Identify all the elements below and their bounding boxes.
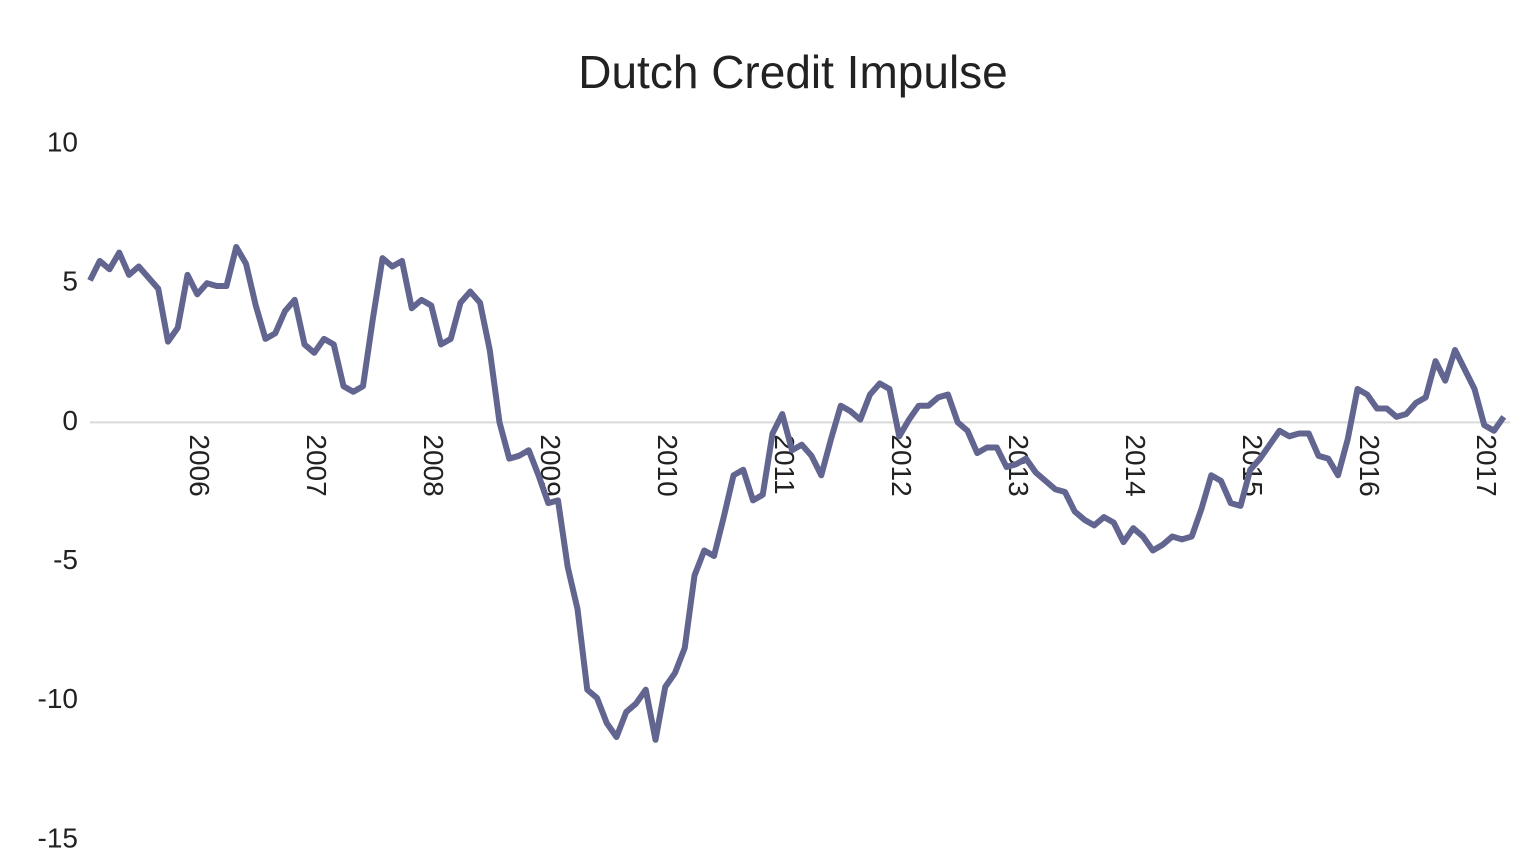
y-tick-label: 10 <box>47 126 78 157</box>
x-tick-label: 2016 <box>1354 434 1385 496</box>
x-tick-label: 2017 <box>1471 434 1502 496</box>
y-tick-label: -5 <box>53 544 78 575</box>
x-tick-label: 2007 <box>301 434 332 496</box>
x-tick-label: 2011 <box>769 434 800 494</box>
x-tick-label: 2010 <box>652 434 683 496</box>
data-line <box>87 244 1507 743</box>
x-tick-label: 2008 <box>418 434 449 496</box>
x-tick-label: 2012 <box>886 434 917 496</box>
y-tick-label: 0 <box>62 405 78 436</box>
x-tick-label: 2014 <box>1120 434 1151 496</box>
x-tick-label: 2006 <box>184 434 215 496</box>
y-tick-label: -10 <box>38 683 78 714</box>
y-tick-label: 5 <box>62 266 78 297</box>
chart-title: Dutch Credit Impulse <box>578 46 1008 98</box>
y-tick-label: -15 <box>38 822 78 853</box>
x-tick-label: 2009 <box>535 434 566 496</box>
